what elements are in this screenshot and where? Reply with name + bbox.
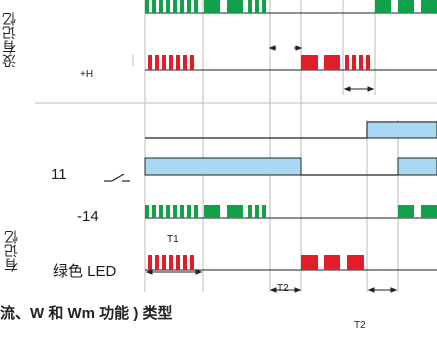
red-pulse — [190, 255, 194, 270]
arrowhead — [295, 45, 303, 51]
red-pulse — [162, 55, 166, 70]
arrowhead — [268, 45, 276, 51]
green-pulse — [227, 205, 243, 218]
arrowhead — [294, 287, 302, 293]
green-pulse — [180, 205, 184, 218]
green-pulse — [262, 205, 266, 218]
arrowhead — [145, 269, 153, 275]
upper-signal-high — [366, 121, 437, 139]
timing-arrows — [145, 45, 398, 293]
red-pulse — [162, 255, 166, 270]
red-pulse — [155, 255, 159, 270]
arrowhead — [367, 287, 375, 293]
red-pulse — [155, 55, 159, 70]
red-pulse — [176, 55, 180, 70]
green-pulse — [227, 0, 243, 13]
green-pulse — [375, 0, 391, 13]
red-pulse — [352, 55, 356, 70]
green-pulse — [421, 0, 437, 13]
green-pulse — [194, 205, 198, 218]
red-pulse — [169, 255, 173, 270]
green-pulse — [248, 0, 252, 13]
green-pulse — [187, 0, 191, 13]
green-pulse — [145, 0, 149, 13]
signal-11-high-2 — [397, 157, 437, 176]
pulse-groups — [145, 0, 437, 270]
red-pulse — [301, 55, 318, 70]
row-label-plus-h: +H — [80, 69, 94, 80]
switch-symbol — [104, 173, 130, 182]
red-pulse — [324, 55, 340, 70]
green-pulse — [204, 205, 220, 218]
green-pulse — [180, 0, 184, 13]
red-pulse — [148, 55, 152, 70]
green-pulse — [262, 0, 266, 13]
green-pulse — [166, 0, 170, 13]
timing-label-t2-bottom: T2 — [354, 320, 366, 331]
green-pulse — [421, 205, 437, 218]
red-pulse — [176, 255, 180, 270]
green-pulse — [398, 205, 414, 218]
row-label-green-led: 绿色 LED — [53, 263, 117, 280]
green-pulse — [255, 0, 259, 13]
green-pulse — [248, 205, 252, 218]
row-label-11: 11 — [51, 166, 67, 183]
arrowhead — [195, 269, 203, 275]
arrowhead — [269, 287, 277, 293]
switch-blade — [111, 173, 125, 182]
side-label-no-memory: 没有记忆 — [1, 12, 17, 68]
red-pulse — [345, 55, 349, 70]
red-pulse — [359, 55, 363, 70]
green-pulse — [255, 205, 259, 218]
signal-baselines — [145, 12, 437, 271]
arrowhead — [367, 86, 375, 92]
red-pulse — [366, 55, 370, 70]
timing-label-t2: T2 — [277, 283, 289, 294]
signal-11-high-1 — [144, 157, 302, 176]
timing-label-t1: T1 — [167, 234, 179, 245]
green-pulse — [398, 0, 414, 13]
green-pulse — [187, 205, 191, 218]
red-pulse — [190, 55, 194, 70]
green-pulse — [152, 205, 156, 218]
green-pulse — [159, 0, 163, 13]
arrowhead — [390, 287, 398, 293]
side-label-with-memory: 有记忆 — [3, 230, 19, 272]
green-pulse — [173, 205, 177, 218]
green-pulse — [152, 0, 156, 13]
vertical-grid-lines — [132, 0, 399, 292]
green-pulse — [145, 205, 149, 218]
green-pulse — [166, 205, 170, 218]
green-pulse — [173, 0, 177, 13]
diagram-caption: 流、W 和 Wm 功能 ) 类型 — [0, 305, 173, 322]
green-pulse — [204, 0, 220, 13]
red-pulse — [183, 55, 187, 70]
red-pulse — [148, 255, 152, 270]
green-pulse — [159, 205, 163, 218]
red-pulse — [347, 255, 364, 270]
row-label-minus14: -14 — [77, 208, 99, 225]
red-pulse — [169, 55, 173, 70]
red-pulse — [183, 255, 187, 270]
red-pulse — [301, 255, 318, 270]
green-pulse — [194, 0, 198, 13]
red-pulse — [324, 255, 340, 270]
arrowhead — [343, 86, 351, 92]
